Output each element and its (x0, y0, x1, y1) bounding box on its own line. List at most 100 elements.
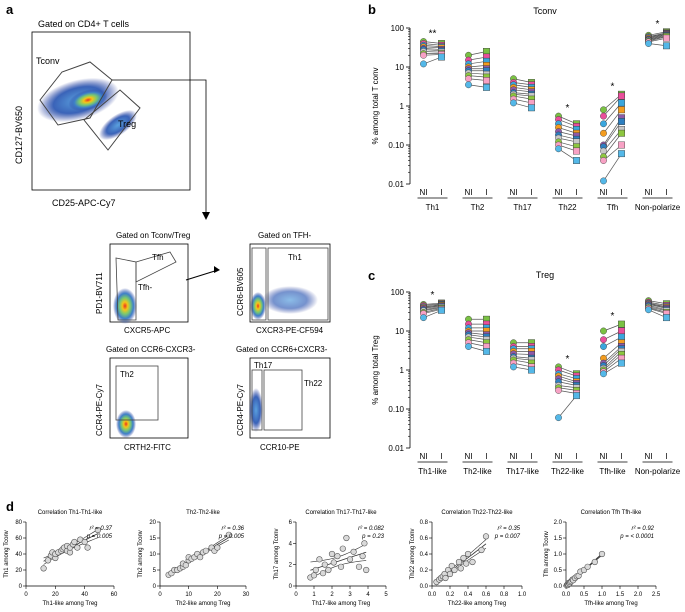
chart-d2-point (197, 554, 204, 561)
chart-b-point-ni (600, 120, 607, 128)
flow-plot-p4: Gated on CCR6+CXCR3- Th17 Th22 CCR4-PE-C… (236, 345, 331, 452)
chart-b-point-i (618, 106, 625, 114)
flow-p1-xlabel: CXCR5-APC (124, 326, 170, 335)
chart-d3-ytick-label: 6 (289, 520, 293, 526)
chart-b-group-label: Non-polarize (635, 203, 681, 212)
chart-d4-title: Correlation Th22-Th22-like (441, 510, 513, 516)
flow-p3-density (116, 410, 136, 438)
chart-b-pair-line (603, 121, 622, 147)
chart-d1-point (74, 544, 81, 551)
panel-letter-b: b (368, 2, 376, 17)
chart-d3-r2: r² = 0.082 (358, 526, 385, 532)
chart-d5-ytick-label: 0.5 (554, 568, 563, 574)
chart-b-ytick-label: 0.01 (388, 180, 404, 189)
chart-c-sig-mark: * (566, 354, 570, 365)
chart-d4-ylabel: Th22 among Tconv (410, 529, 416, 580)
flow-p3-ylabel: CCR4-PE-Cy7 (95, 383, 104, 436)
chart-b-point-i (663, 42, 670, 50)
chart-d2-xtick-label: 0 (158, 592, 162, 598)
chart-d5-ytick-label: 2.0 (554, 520, 563, 526)
chart-d4-ytick-label: 0.6 (420, 536, 429, 542)
chart-d2-ytick-label: 10 (149, 552, 156, 558)
chart-c-pair-label-ni: NI (555, 452, 563, 461)
chart-c-point-i (573, 392, 580, 400)
flow-p2-frame (249, 243, 331, 323)
chart-d3-xtick-label: 1 (312, 592, 316, 598)
flow-top-gate-title: Gated on CD4+ T cells (38, 19, 129, 29)
chart-d3-ytick-label: 2 (289, 563, 293, 569)
chart-d5-point (591, 558, 598, 566)
chart-d5-ylabel: Tfh among Tconv (544, 531, 550, 577)
chart-c-group-label: Th22-like (551, 467, 584, 476)
chart-d5-point (584, 563, 591, 570)
chart-b-pair-label-ni: NI (555, 188, 563, 197)
chart-d4-r2: r² = 0.35 (497, 526, 520, 532)
chart-b-point-i (573, 147, 580, 155)
chart-c-ytick-label: 1 (400, 366, 405, 375)
chart-d5-ytick-label: 1.0 (554, 552, 563, 558)
chart-d1-point (81, 538, 88, 546)
chart-d2-ylabel: Th2 among Tconv (138, 530, 144, 578)
chart-d1-xtick-label: 0 (24, 592, 28, 598)
chart-c-point-ni (600, 343, 607, 350)
chart-b-pair-line (603, 133, 622, 157)
chart-b-point-ni (600, 112, 607, 120)
chart-c-point-i (483, 347, 490, 355)
chart-d4-point (442, 574, 449, 582)
chart-d3-xtick-label: 0 (294, 592, 298, 598)
flow-p3-xlabel: CRTH2-FITC (124, 443, 171, 452)
chart-d4-xtick-label: 0.8 (500, 592, 509, 598)
chart-b-point-ni (465, 81, 472, 89)
chart-c-point-i (618, 327, 625, 335)
chart-b-pair-label-ni: NI (600, 188, 608, 197)
chart-d3-point (310, 572, 318, 579)
chart-d2-ytick-label: 5 (153, 568, 157, 574)
flow-p4-gate-label-1: Th17 (254, 361, 273, 370)
chart-d5-xtick-label: 2.0 (634, 592, 643, 598)
chart-c-pair-label-i: I (440, 452, 442, 461)
chart-d3-point (346, 556, 354, 563)
flow-p2-density-2 (262, 286, 318, 314)
chart-c-group-label: Th17-like (506, 467, 539, 476)
chart-d4-ytick-label: 0.2 (420, 568, 429, 574)
chart-c-pair-label-i: I (530, 452, 532, 461)
panel-letter-a: a (6, 2, 14, 17)
chart-d3-point (319, 570, 327, 577)
chart-b-point-ni (600, 177, 607, 185)
chart-b-point-i (618, 118, 625, 125)
chart-d1-xtick-label: 20 (52, 592, 59, 598)
chart-b-point-ni (600, 157, 607, 164)
flow-plot-p3: Gated on CCR6-CXCR3- Th2 CCR4-PE-Cy7 CRT… (95, 345, 196, 452)
flow-plot-top: Gated on CD4+ T cells Tconv Treg CD127-B… (14, 19, 191, 208)
chart-d4-xtick-label: 1.0 (518, 592, 527, 598)
chart-d4-point (451, 566, 458, 574)
chart-b-ytick-label: 100 (391, 24, 405, 33)
chart-d2-title: Th2-Th2-like (186, 510, 220, 516)
flow-p2-gate-title: Gated on TFH- (258, 231, 312, 240)
chart-d3-point (328, 550, 336, 558)
chart-d4-xlabel: Th22-like among Treg (448, 601, 506, 607)
chart-d1-xlabel: Th1-like among Treg (42, 601, 97, 607)
chart-b-pair-label-i: I (620, 188, 622, 197)
chart-c-ylabel: % among total Treg (371, 335, 380, 404)
chart-c-ytick-label: 100 (391, 288, 405, 297)
chart-b-point-ni (465, 75, 472, 83)
chart-d5-xlabel: Tfh-like among Treg (584, 601, 637, 607)
chart-d3-point (316, 556, 323, 563)
chart-d2-r2: r² = 0.36 (221, 526, 244, 532)
chart-c-point-ni (600, 327, 607, 335)
chart-c-point-ni (465, 343, 472, 350)
chart-d3-point (337, 563, 345, 570)
flow-top-ylabel: CD127-BV650 (14, 106, 24, 164)
chart-c-pair-label-i: I (620, 452, 622, 461)
flow-p2-xlabel: CXCR3-PE-CF594 (256, 326, 324, 335)
chart-c-pair-label-ni: NI (645, 452, 653, 461)
panel-letter-d: d (6, 499, 14, 514)
chart-c-group-label: Th1-like (418, 467, 447, 476)
chart-d3-xtick-label: 3 (348, 592, 352, 598)
chart-b-pair-label-ni: NI (510, 188, 518, 197)
chart-d4-p: p = 0.007 (494, 534, 521, 540)
chart-c-point-i (618, 320, 625, 328)
chart-d1-ytick-label: 0 (19, 584, 23, 590)
chart-d3-title: Correlation Th17-Th17-like (305, 510, 377, 516)
